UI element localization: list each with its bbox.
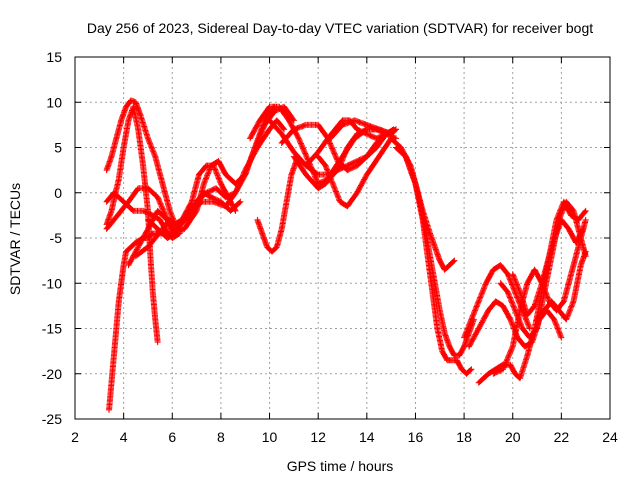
x-tick-labels: 2 4 6 8 10 12 14 16 18 20 22 24 bbox=[71, 429, 618, 445]
x-axis-label: GPS time / hours bbox=[287, 458, 394, 474]
y-tick-label: -25 bbox=[42, 411, 62, 427]
y-tick-label: -15 bbox=[42, 321, 62, 337]
x-tick-label: 4 bbox=[120, 429, 128, 445]
x-tick-label: 18 bbox=[456, 429, 472, 445]
axis-ticks bbox=[74, 56, 611, 420]
chart-title: Day 256 of 2023, Sidereal Day-to-day VTE… bbox=[87, 20, 593, 36]
x-tick-label: 6 bbox=[168, 429, 176, 445]
series-markers bbox=[534, 248, 589, 323]
x-tick-label: 2 bbox=[71, 429, 79, 445]
series-arc18 bbox=[327, 117, 399, 142]
series-arc17 bbox=[315, 135, 395, 210]
x-tick-label: 24 bbox=[602, 429, 618, 445]
y-tick-label: 15 bbox=[46, 49, 62, 65]
series-markers bbox=[461, 262, 533, 341]
series-markers bbox=[315, 135, 395, 210]
y-tick-label: -20 bbox=[42, 366, 62, 382]
y-tick-label: -10 bbox=[42, 275, 62, 291]
y-tick-label: 5 bbox=[54, 140, 62, 156]
data-markers bbox=[103, 97, 589, 413]
series-arc1 bbox=[103, 97, 185, 232]
series-markers bbox=[254, 158, 300, 255]
series-arc28 bbox=[534, 248, 589, 323]
series-arc27 bbox=[509, 216, 587, 318]
y-axis-label: SDTVAR / TECUs bbox=[7, 183, 23, 295]
x-tick-label: 10 bbox=[262, 429, 278, 445]
series-markers bbox=[103, 97, 185, 232]
x-tick-label: 16 bbox=[408, 429, 424, 445]
x-tick-label: 22 bbox=[554, 429, 570, 445]
series-arc21 bbox=[402, 153, 458, 273]
x-tick-label: 20 bbox=[505, 429, 521, 445]
series-markers bbox=[327, 117, 399, 142]
y-tick-label: 10 bbox=[46, 94, 62, 110]
y-tick-label: -5 bbox=[50, 230, 63, 246]
x-tick-label: 8 bbox=[217, 429, 225, 445]
series-markers bbox=[402, 153, 458, 273]
series-markers bbox=[509, 216, 587, 318]
y-tick-label: 0 bbox=[54, 185, 62, 201]
x-tick-label: 12 bbox=[310, 429, 326, 445]
y-tick-labels: -25 -20 -15 -10 -5 0 5 10 15 bbox=[42, 49, 62, 427]
series-arc11 bbox=[254, 158, 300, 255]
series-arc22 bbox=[461, 262, 533, 341]
x-tick-label: 14 bbox=[359, 429, 375, 445]
